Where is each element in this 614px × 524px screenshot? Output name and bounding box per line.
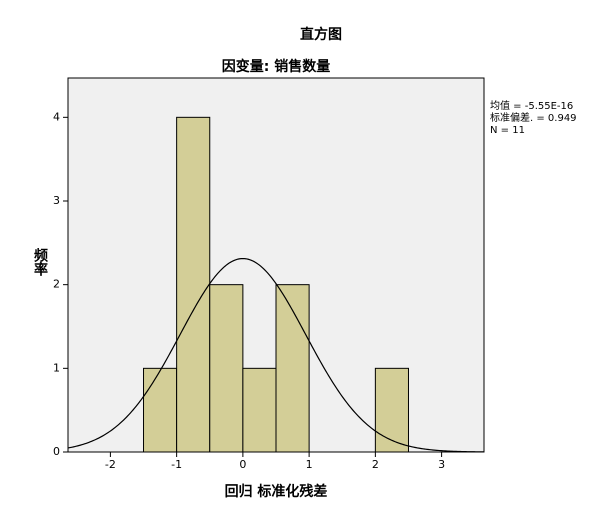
bar [143, 367, 178, 453]
chart-title: 直方图 [300, 26, 342, 43]
y-tick-label: 2 [53, 278, 60, 291]
y-tick-label: 0 [53, 445, 60, 458]
y-tick-label: 1 [53, 361, 60, 374]
x-tick-label: 2 [372, 458, 379, 471]
y-tick-label: 4 [53, 110, 60, 123]
bar [242, 367, 277, 453]
x-tick-label: 1 [306, 458, 313, 471]
y-axis-label: 频率 [32, 247, 48, 277]
stat-sd: 标准偏差. = 0.949 [490, 111, 577, 124]
x-tick-label: 3 [438, 458, 445, 471]
x-tick-label: 0 [239, 458, 246, 471]
stat-mean: 均值 = -5.55E-16 [490, 99, 573, 112]
bar [209, 284, 244, 453]
y-tick-label: 3 [53, 194, 60, 207]
bar [374, 367, 409, 453]
stat-n: N = 11 [490, 125, 525, 136]
bar [275, 284, 310, 453]
x-axis-label: 回归 标准化残差 [225, 483, 328, 500]
bar [176, 116, 211, 453]
normal-curve [67, 257, 485, 453]
x-tick-label: -1 [171, 458, 182, 471]
x-tick-label: -2 [105, 458, 116, 471]
chart-subtitle: 因变量: 销售数量 [222, 58, 330, 75]
